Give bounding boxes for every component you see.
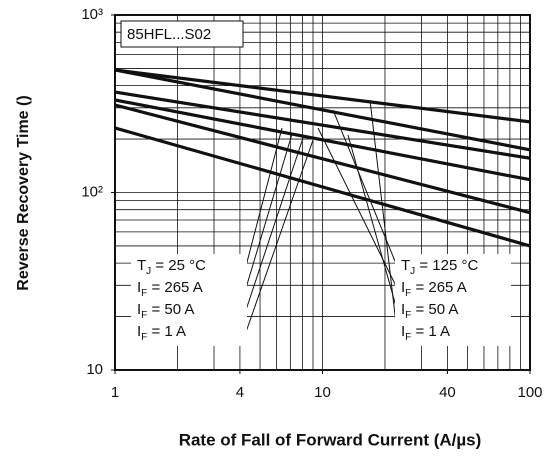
title-box bbox=[120, 20, 244, 48]
x-tick-label: 1 bbox=[111, 384, 119, 401]
annotation-main: I bbox=[401, 323, 405, 340]
leader-line bbox=[245, 137, 304, 311]
annotation-sub: J bbox=[146, 266, 151, 277]
x-tick-label: 4 bbox=[236, 384, 244, 401]
plot-frame bbox=[114, 14, 531, 371]
annotation: IF = 50 A bbox=[137, 301, 194, 321]
annotation-main: T bbox=[401, 257, 410, 274]
annotation-main: I bbox=[401, 301, 405, 318]
x-tick-label: 10 bbox=[314, 384, 331, 401]
annotation: IF = 265 A bbox=[401, 279, 467, 299]
leader-line bbox=[245, 139, 314, 333]
series-line bbox=[114, 68, 531, 152]
series-line bbox=[114, 103, 531, 215]
series-line bbox=[114, 126, 531, 248]
x-axis-label: Rate of Fall of Forward Current (A/µs) bbox=[179, 430, 482, 449]
annotation: IF = 1 A bbox=[137, 323, 186, 343]
annotation-rest: = 50 A bbox=[411, 301, 458, 318]
leader-line bbox=[369, 99, 398, 333]
annotation-rest: = 265 A bbox=[147, 279, 202, 296]
y-tick-label: 10 bbox=[86, 361, 103, 378]
annotation-rest: = 1 A bbox=[411, 323, 450, 340]
y-tick-label: 10³ bbox=[81, 6, 103, 23]
y-tick-label: 10² bbox=[81, 183, 103, 200]
annotation-main: I bbox=[137, 301, 141, 318]
leader-line bbox=[245, 133, 293, 289]
annotation-rest: = 265 A bbox=[411, 279, 466, 296]
annotation-sub: F bbox=[141, 332, 147, 343]
annotation-box bbox=[395, 254, 511, 346]
y-axis-label: Reverse Recovery Time () bbox=[15, 95, 32, 290]
annotation-main: I bbox=[401, 279, 405, 296]
annotation: IF = 50 A bbox=[401, 301, 458, 321]
annotation-sub: F bbox=[141, 310, 147, 321]
annotation-box bbox=[131, 254, 247, 346]
annotation: TJ = 125 °C bbox=[401, 257, 478, 277]
annotation-sub: F bbox=[405, 310, 411, 321]
leader-line bbox=[347, 134, 398, 311]
series-line bbox=[114, 98, 531, 182]
leader-line bbox=[245, 127, 283, 267]
annotation: TJ = 25 °C bbox=[137, 257, 206, 277]
annotation-sub: J bbox=[410, 266, 415, 277]
annotation-rest: = 1 A bbox=[147, 323, 186, 340]
annotation: IF = 1 A bbox=[401, 323, 450, 343]
annotation-rest: = 25 °C bbox=[151, 257, 206, 274]
series-line bbox=[114, 90, 531, 160]
annotation-main: I bbox=[137, 279, 141, 296]
annotation-sub: F bbox=[405, 332, 411, 343]
annotation-rest: = 50 A bbox=[147, 301, 194, 318]
chart-title: 85HFL...S02 bbox=[127, 26, 211, 43]
annotation-rest: = 125 °C bbox=[415, 257, 478, 274]
x-tick-label: 100 bbox=[517, 384, 542, 401]
annotation-sub: F bbox=[141, 288, 147, 299]
annotation-main: I bbox=[137, 323, 141, 340]
x-tick-label: 40 bbox=[439, 384, 456, 401]
annotation-main: T bbox=[137, 257, 146, 274]
annotation-sub: F bbox=[405, 288, 411, 299]
annotation: IF = 265 A bbox=[137, 279, 203, 299]
series-line bbox=[114, 68, 531, 124]
